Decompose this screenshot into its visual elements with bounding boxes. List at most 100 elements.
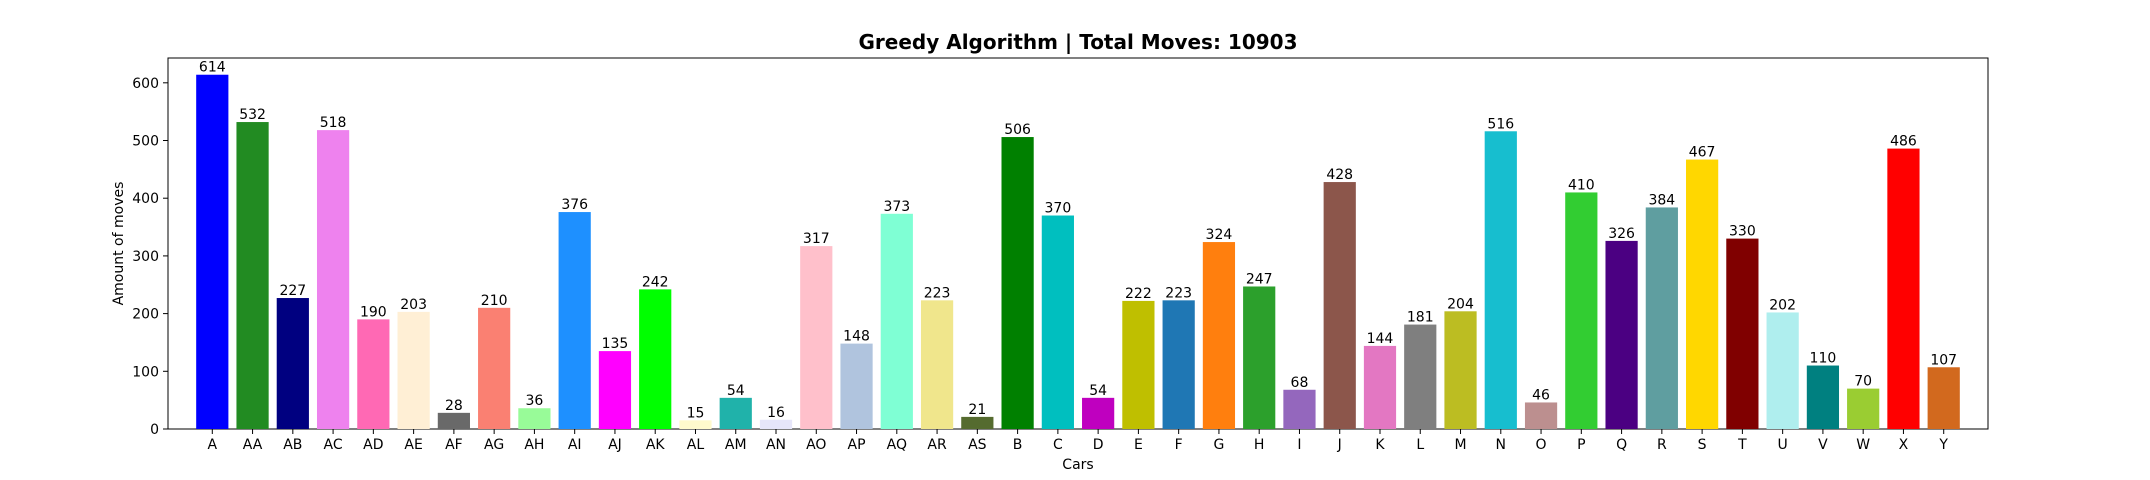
value-label-AB: 227 [279, 283, 306, 299]
value-label-AN: 16 [767, 405, 785, 421]
x-tick-label-E: E [1134, 437, 1143, 453]
value-label-AJ: 135 [602, 336, 629, 352]
value-label-Y: 107 [1930, 352, 1957, 368]
x-tick-label-N: N [1496, 437, 1506, 453]
value-label-Q: 326 [1608, 226, 1635, 242]
x-tick-label-S: S [1698, 437, 1707, 453]
value-label-E: 222 [1125, 286, 1152, 302]
x-tick-label-AD: AD [363, 437, 383, 453]
value-label-T: 330 [1729, 224, 1756, 240]
value-label-AI: 376 [561, 197, 588, 213]
value-label-I: 68 [1291, 375, 1309, 391]
x-tick-label-O: O [1536, 437, 1547, 453]
x-tick-label-G: G [1213, 437, 1224, 453]
bar-L [1404, 324, 1437, 429]
plot-frame [167, 57, 1989, 430]
bar-P [1565, 192, 1598, 429]
value-label-O: 46 [1532, 387, 1550, 403]
y-tick-label-500: 500 [132, 134, 159, 150]
x-tick-label-AG: AG [484, 437, 504, 453]
x-tick-label-AL: AL [687, 437, 705, 453]
value-label-W: 70 [1854, 374, 1872, 390]
value-label-S: 467 [1689, 145, 1716, 161]
value-label-AD: 190 [360, 304, 387, 320]
value-label-K: 144 [1367, 331, 1394, 347]
y-tick-label-0: 0 [150, 422, 159, 438]
value-label-AK: 242 [642, 274, 669, 290]
x-tick-label-AA: AA [243, 437, 263, 453]
x-tick-label-D: D [1093, 437, 1104, 453]
value-label-AA: 532 [239, 107, 266, 123]
x-tick-label-AK: AK [646, 437, 666, 453]
bar-AD [357, 319, 390, 429]
bar-I [1283, 389, 1316, 429]
value-label-F: 223 [1165, 285, 1192, 301]
bar-AB [276, 298, 309, 429]
bar-AS [961, 416, 994, 429]
x-tick-label-C: C [1053, 437, 1063, 453]
bar-AI [558, 212, 591, 429]
value-label-P: 410 [1568, 177, 1595, 193]
bar-X [1887, 148, 1920, 430]
bar-AC [316, 130, 350, 429]
x-tick-label-I: I [1297, 437, 1301, 453]
x-tick-label-F: F [1175, 437, 1183, 453]
y-tick-label-300: 300 [132, 249, 159, 265]
bar-AP [840, 343, 873, 429]
value-label-H: 247 [1246, 271, 1273, 287]
value-label-AE: 203 [400, 297, 427, 313]
y-tick-label-400: 400 [132, 191, 159, 207]
value-label-V: 110 [1810, 351, 1837, 367]
bar-AM [719, 397, 752, 429]
bar-J [1323, 182, 1356, 429]
bar-AQ [880, 213, 913, 429]
value-label-AC: 518 [320, 115, 347, 131]
value-label-N: 516 [1487, 116, 1514, 132]
bar-D [1082, 397, 1115, 429]
bar-S [1686, 159, 1719, 429]
bar-AA [236, 122, 269, 429]
value-label-AP: 148 [843, 329, 870, 345]
value-label-G: 324 [1206, 227, 1233, 243]
bar-G [1202, 242, 1236, 429]
x-tick-label-A: A [208, 437, 218, 453]
value-label-R: 384 [1648, 192, 1675, 208]
x-tick-label-Y: Y [1938, 437, 1948, 453]
value-label-C: 370 [1045, 201, 1072, 217]
x-tick-label-J: J [1337, 437, 1342, 453]
bar-AJ [598, 351, 632, 429]
y-axis-label: Amount of moves [111, 182, 127, 306]
x-tick-label-AC: AC [324, 437, 343, 453]
value-label-M: 204 [1447, 296, 1474, 312]
bar-C [1041, 215, 1074, 429]
value-label-L: 181 [1407, 310, 1434, 326]
chart-title: Greedy Algorithm | Total Moves: 10903 [859, 30, 1298, 54]
x-tick-label-AP: AP [848, 437, 866, 453]
value-label-B: 506 [1004, 122, 1031, 138]
bar-W [1847, 388, 1880, 429]
y-tick-label-600: 600 [132, 76, 159, 92]
value-label-X: 486 [1890, 134, 1917, 150]
y-tick-label-200: 200 [132, 307, 159, 323]
x-tick-label-U: U [1778, 437, 1788, 453]
value-label-AO: 317 [803, 231, 830, 247]
value-label-AL: 15 [687, 405, 705, 421]
x-tick-label-AO: AO [806, 437, 826, 453]
value-label-AQ: 373 [883, 199, 910, 215]
bar-H [1243, 286, 1276, 429]
x-tick-label-AJ: AJ [608, 437, 622, 453]
bar-B [1001, 137, 1034, 429]
x-tick-label-AI: AI [568, 437, 582, 453]
bar-AK [639, 289, 672, 429]
x-tick-label-AQ: AQ [887, 437, 907, 453]
y-axis: 0 100 200 300 400 500 600 [132, 76, 168, 438]
value-label-AH: 36 [526, 393, 544, 409]
bar-M [1444, 311, 1477, 429]
x-tick-label-AH: AH [524, 437, 544, 453]
bar-Y [1927, 367, 1960, 429]
bar-A [196, 74, 229, 429]
x-tick-label-L: L [1416, 437, 1424, 453]
value-label-AS: 21 [968, 402, 986, 418]
y-tick-label-100: 100 [132, 364, 159, 380]
